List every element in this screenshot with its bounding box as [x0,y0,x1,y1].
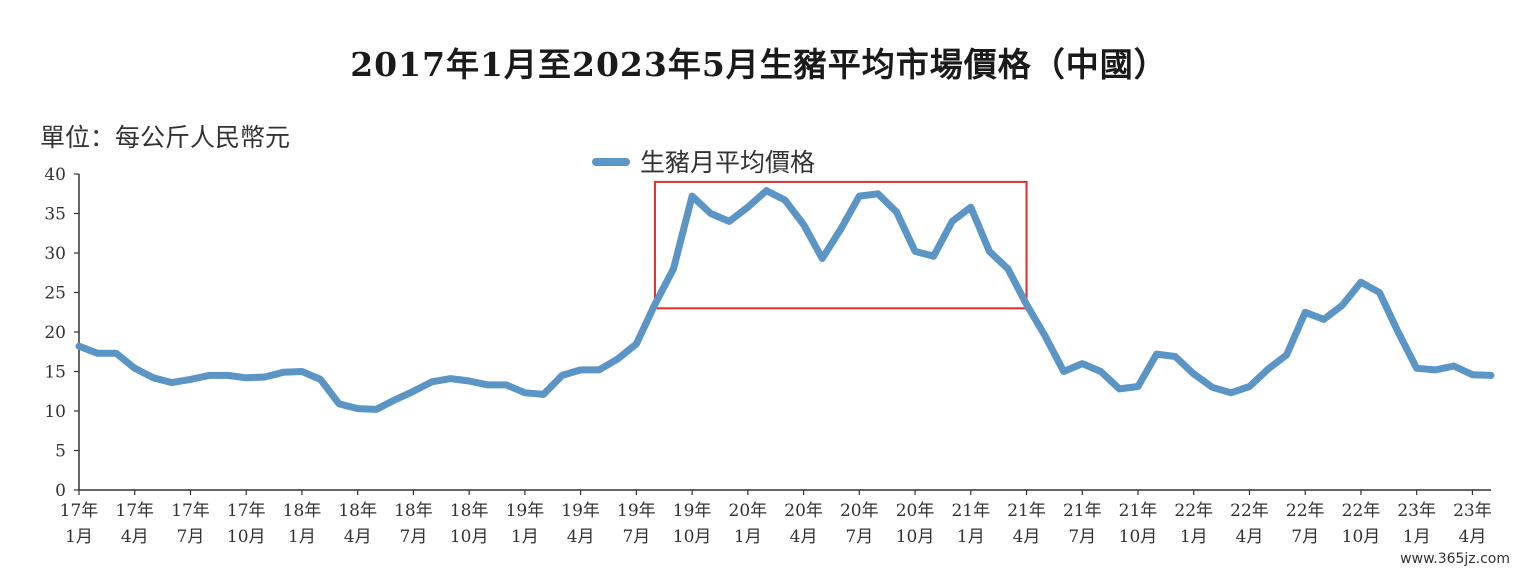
legend-label: 生豬月平均價格 [640,148,815,177]
x-tick-label-year: 18年 [338,501,377,521]
x-tick-label-month: 10月 [896,527,935,547]
x-tick-label-year: 18年 [283,501,322,521]
y-tick-label: 30 [44,244,66,264]
x-tick-label-year: 21年 [1063,501,1102,521]
x-tick-label-year: 19年 [673,501,712,521]
x-tick-label-month: 4月 [344,527,372,547]
x-tick-label-month: 10月 [673,527,712,547]
series-line-pig-price [75,187,1495,413]
x-tick-label-year: 17年 [171,501,210,521]
legend: 生豬月平均價格 [592,148,815,177]
x-tick-label-year: 22年 [1286,501,1325,521]
x-tick-label-year: 20年 [896,501,935,521]
y-axis-ticks: 0 5 10 15 20 25 30 35 40 [44,165,79,501]
x-tick-label-month: 4月 [1013,527,1041,547]
x-tick-label-month: 1月 [957,527,985,547]
x-tick-label-month: 4月 [790,527,818,547]
x-tick-label-year: 18年 [450,501,489,521]
x-axis-ticks: 17年 1月 17年 4月 17年 7月 17年 10月 18年 1月 18年 4月 18年 7月 18年 1… [60,490,1492,547]
x-tick-label-year: 21年 [1119,501,1158,521]
x-tick-label-month: 7月 [1068,527,1096,547]
axes [78,174,1491,491]
x-tick-label-month: 4月 [121,527,149,547]
y-tick-label: 0 [55,481,66,501]
x-tick-label-month: 10月 [227,527,266,547]
x-tick-label-month: 4月 [1459,527,1487,547]
x-tick-label-year: 19年 [617,501,656,521]
x-tick-label-year: 20年 [840,501,879,521]
y-tick-label: 15 [44,363,66,383]
x-tick-label-year: 17年 [60,501,99,521]
x-tick-label-month: 7月 [845,527,873,547]
x-tick-label-year: 17年 [115,501,154,521]
y-tick-label: 25 [44,284,66,304]
x-tick-label-month: 4月 [567,527,595,547]
x-tick-label-month: 4月 [1236,527,1264,547]
x-tick-label-month: 10月 [1342,527,1381,547]
x-tick-label-year: 18年 [394,501,433,521]
x-tick-label-month: 1月 [1403,527,1431,547]
x-tick-label-year: 23年 [1453,501,1492,521]
highlight-box-group [653,180,1028,310]
y-tick-label: 10 [44,402,66,422]
x-tick-label-month: 1月 [511,527,539,547]
highlight-box [653,180,1028,310]
x-tick-label-year: 22年 [1174,501,1213,521]
x-tick-label-month: 7月 [1291,527,1319,547]
y-tick-label: 40 [44,165,66,185]
x-tick-label-month: 1月 [65,527,93,547]
unit-label: 單位：每公斤人民幣元 [40,123,291,152]
x-tick-label-year: 21年 [1007,501,1046,521]
y-tick-label: 20 [44,323,66,343]
y-tick-label: 35 [44,205,66,225]
x-tick-label-year: 21年 [951,501,990,521]
x-tick-label-year: 23年 [1397,501,1436,521]
x-tick-label-year: 17年 [227,501,266,521]
x-tick-label-year: 22年 [1230,501,1269,521]
watermark: www.365jz.com [1400,551,1510,567]
series-group [75,187,1495,413]
x-tick-label-year: 20年 [784,501,823,521]
x-tick-label-year: 20年 [729,501,768,521]
x-tick-label-year: 19年 [561,501,600,521]
x-tick-label-month: 1月 [288,527,316,547]
x-tick-label-month: 7月 [622,527,650,547]
x-tick-label-year: 22年 [1342,501,1381,521]
x-tick-label-month: 10月 [1119,527,1158,547]
y-tick-label: 5 [55,442,66,462]
x-tick-label-month: 1月 [734,527,762,547]
x-tick-label-month: 7月 [400,527,428,547]
x-tick-label-month: 10月 [450,527,489,547]
x-tick-label-month: 1月 [1180,527,1208,547]
x-tick-label-year: 19年 [506,501,545,521]
x-tick-label-month: 7月 [177,527,205,547]
chart-title: 2017年1月至2023年5月生豬平均市場價格（中國） [350,45,1168,84]
